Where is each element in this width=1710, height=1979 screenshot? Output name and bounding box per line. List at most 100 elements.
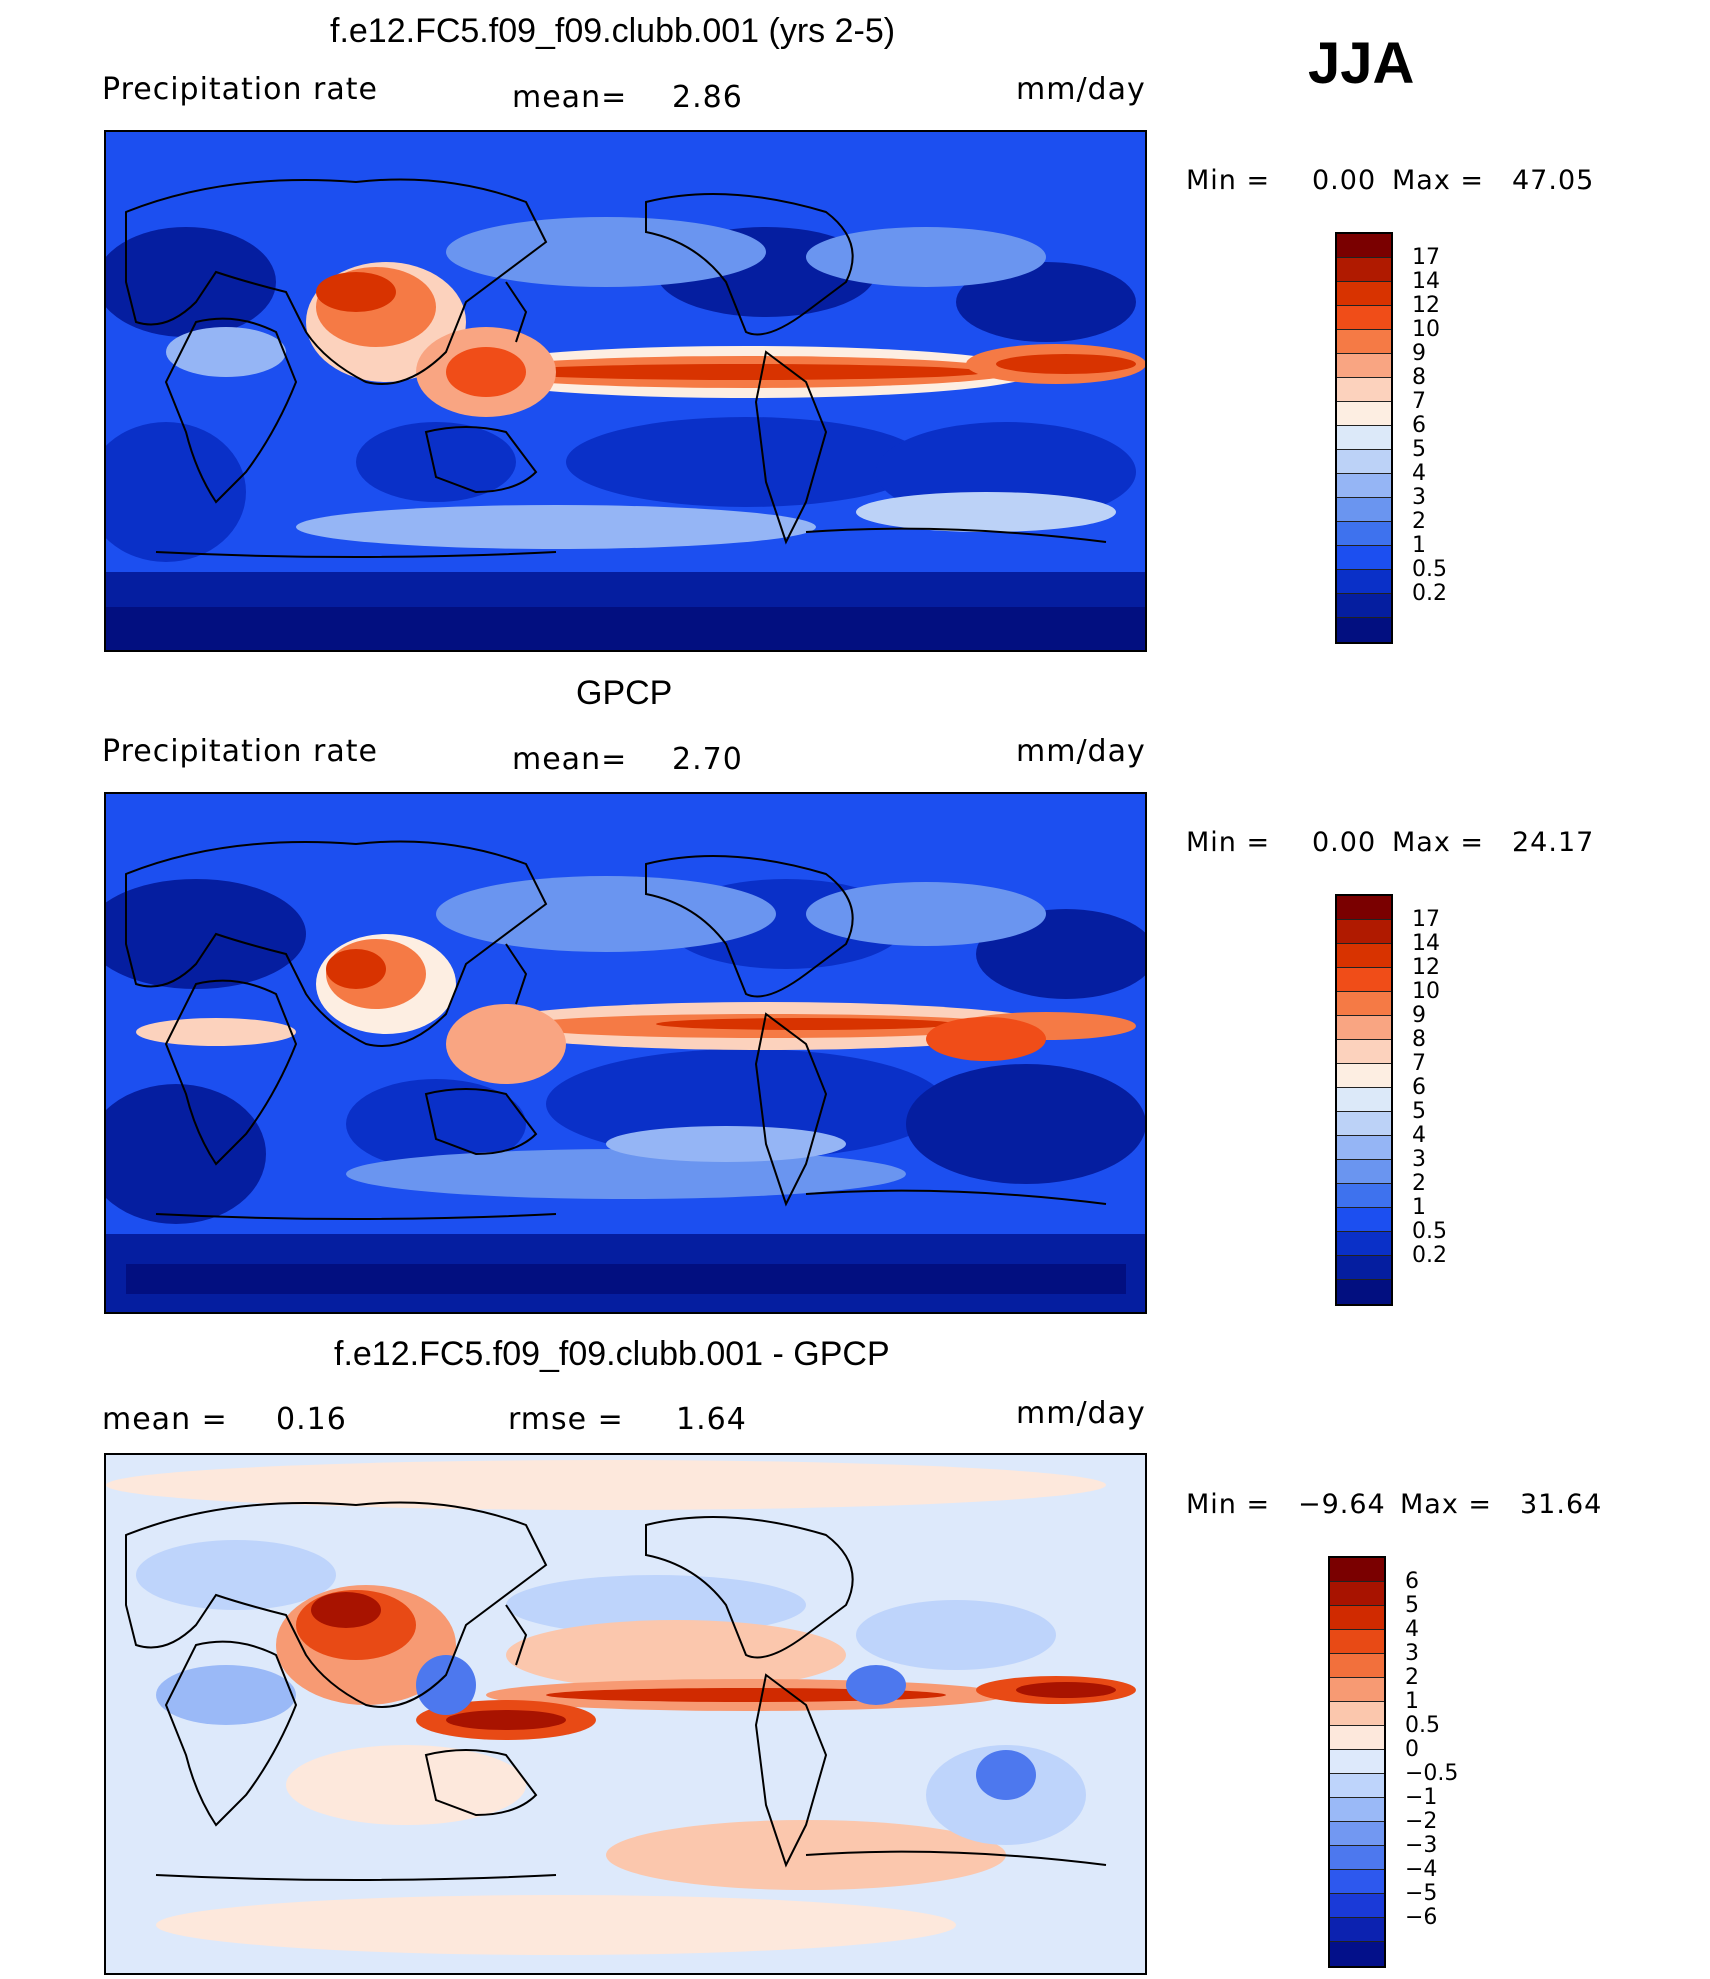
colorbar-tick-label: 2 <box>1412 509 1426 534</box>
colorbar-tick-label: 12 <box>1412 293 1440 318</box>
panel-3-mean-value: 0.16 <box>276 1402 347 1437</box>
panel-2-max-label: Max = <box>1392 827 1485 858</box>
panel-2-colorbar-labels: 17 14 12 10 9 8 7 6 5 4 3 2 1 0.5 0.2 <box>1412 894 1492 1306</box>
colorbar-swatch <box>1330 1774 1384 1798</box>
colorbar-swatch <box>1330 1606 1384 1630</box>
colorbar-swatch <box>1337 306 1391 330</box>
colorbar-tick-label: −4 <box>1405 1857 1438 1882</box>
colorbar-swatch <box>1330 1798 1384 1822</box>
panel-1-map <box>104 130 1147 652</box>
colorbar-tick-label: 9 <box>1412 1003 1426 1028</box>
colorbar-swatch <box>1330 1894 1384 1918</box>
colorbar-swatch <box>1330 1750 1384 1774</box>
colorbar-swatch <box>1337 1136 1391 1160</box>
colorbar-swatch <box>1337 618 1391 642</box>
panel-3-max-label: Max = <box>1400 1489 1493 1520</box>
colorbar-swatch <box>1330 1870 1384 1894</box>
colorbar-tick-label: 2 <box>1405 1665 1419 1690</box>
colorbar-swatch <box>1337 944 1391 968</box>
panel-1-units: mm/day <box>1016 72 1146 107</box>
colorbar-tick-label: 0.5 <box>1412 557 1447 582</box>
colorbar-swatch <box>1337 258 1391 282</box>
colorbar-swatch <box>1337 1280 1391 1304</box>
colorbar-tick-label: 14 <box>1412 269 1440 294</box>
colorbar-tick-label: 0.2 <box>1412 1243 1447 1268</box>
colorbar-tick-label: 5 <box>1405 1593 1419 1618</box>
panel-3-colorbar-labels: 6 5 4 3 2 1 0.5 0 −0.5 −1 −2 −3 −4 −5 −6 <box>1405 1556 1495 1968</box>
colorbar-tick-label: 8 <box>1412 365 1426 390</box>
colorbar-tick-label: 6 <box>1405 1569 1419 1594</box>
colorbar-tick-label: −0.5 <box>1405 1761 1459 1786</box>
colorbar-tick-label: 0 <box>1405 1737 1419 1762</box>
panel-1-variable-label: Precipitation rate <box>102 72 378 107</box>
colorbar-swatch <box>1337 282 1391 306</box>
colorbar-swatch <box>1337 426 1391 450</box>
colorbar-swatch <box>1330 1582 1384 1606</box>
panel-1-colorbar <box>1335 232 1393 644</box>
panel-2-map <box>104 792 1147 1314</box>
colorbar-swatch <box>1337 1256 1391 1280</box>
panel-3-rmse-label: rmse = <box>508 1402 624 1437</box>
colorbar-tick-label: 17 <box>1412 245 1440 270</box>
panel-3-max-value: 31.64 <box>1520 1489 1603 1520</box>
colorbar-swatch <box>1330 1702 1384 1726</box>
colorbar-tick-label: 2 <box>1412 1171 1426 1196</box>
colorbar-tick-label: −6 <box>1405 1905 1438 1930</box>
colorbar-tick-label: 1 <box>1412 1195 1426 1220</box>
colorbar-swatch <box>1330 1918 1384 1942</box>
colorbar-tick-label: 1 <box>1412 533 1426 558</box>
colorbar-swatch <box>1330 1558 1384 1582</box>
panel-3-colorbar <box>1328 1556 1386 1968</box>
colorbar-tick-label: 3 <box>1405 1641 1419 1666</box>
colorbar-swatch <box>1337 1016 1391 1040</box>
colorbar-swatch <box>1337 330 1391 354</box>
panel-1-title: f.e12.FC5.f09_f09.clubb.001 (yrs 2-5) <box>330 12 896 50</box>
panel-2-min-label: Min = <box>1186 827 1271 858</box>
colorbar-swatch <box>1330 1822 1384 1846</box>
colorbar-swatch <box>1337 1040 1391 1064</box>
colorbar-tick-label: 14 <box>1412 931 1440 956</box>
panel-2-variable-label: Precipitation rate <box>102 734 378 769</box>
panel-3-mean-label: mean = <box>102 1402 228 1437</box>
panel-1-min-label: Min = <box>1186 165 1271 196</box>
panel-2-mean-label: mean= <box>512 742 628 777</box>
colorbar-tick-label: 3 <box>1412 1147 1426 1172</box>
colorbar-tick-label: 4 <box>1412 1123 1426 1148</box>
colorbar-swatch <box>1337 522 1391 546</box>
colorbar-swatch <box>1337 1208 1391 1232</box>
colorbar-swatch <box>1337 402 1391 426</box>
colorbar-swatch <box>1337 234 1391 258</box>
panel-1-max-value: 47.05 <box>1512 165 1595 196</box>
colorbar-swatch <box>1330 1630 1384 1654</box>
panel-1-mean-label: mean= <box>512 80 628 115</box>
panel-2-mean-value: 2.70 <box>672 742 743 777</box>
colorbar-tick-label: 8 <box>1412 1027 1426 1052</box>
colorbar-tick-label: −5 <box>1405 1881 1438 1906</box>
panel-3-rmse-value: 1.64 <box>676 1402 747 1437</box>
colorbar-swatch <box>1337 1232 1391 1256</box>
colorbar-swatch <box>1330 1678 1384 1702</box>
colorbar-tick-label: 0.5 <box>1405 1713 1440 1738</box>
colorbar-tick-label: 10 <box>1412 979 1440 1004</box>
colorbar-swatch <box>1337 920 1391 944</box>
colorbar-swatch <box>1337 1184 1391 1208</box>
panel-3-min-label: Min = <box>1186 1489 1271 1520</box>
colorbar-swatch <box>1337 1088 1391 1112</box>
colorbar-swatch <box>1337 546 1391 570</box>
colorbar-tick-label: 4 <box>1412 461 1426 486</box>
colorbar-tick-label: 9 <box>1412 341 1426 366</box>
panel-1-min-value: 0.00 <box>1312 165 1377 196</box>
colorbar-tick-label: 0.5 <box>1412 1219 1447 1244</box>
colorbar-swatch <box>1330 1846 1384 1870</box>
panel-2-colorbar <box>1335 894 1393 1306</box>
panel-2-units: mm/day <box>1016 734 1146 769</box>
colorbar-swatch <box>1337 498 1391 522</box>
colorbar-tick-label: 6 <box>1412 1075 1426 1100</box>
panel-3-min-value: −9.64 <box>1298 1489 1386 1520</box>
colorbar-tick-label: 0.2 <box>1412 581 1447 606</box>
colorbar-swatch <box>1337 992 1391 1016</box>
colorbar-swatch <box>1337 570 1391 594</box>
colorbar-tick-label: 7 <box>1412 389 1426 414</box>
panel-3-units: mm/day <box>1016 1396 1146 1431</box>
colorbar-tick-label: 17 <box>1412 907 1440 932</box>
